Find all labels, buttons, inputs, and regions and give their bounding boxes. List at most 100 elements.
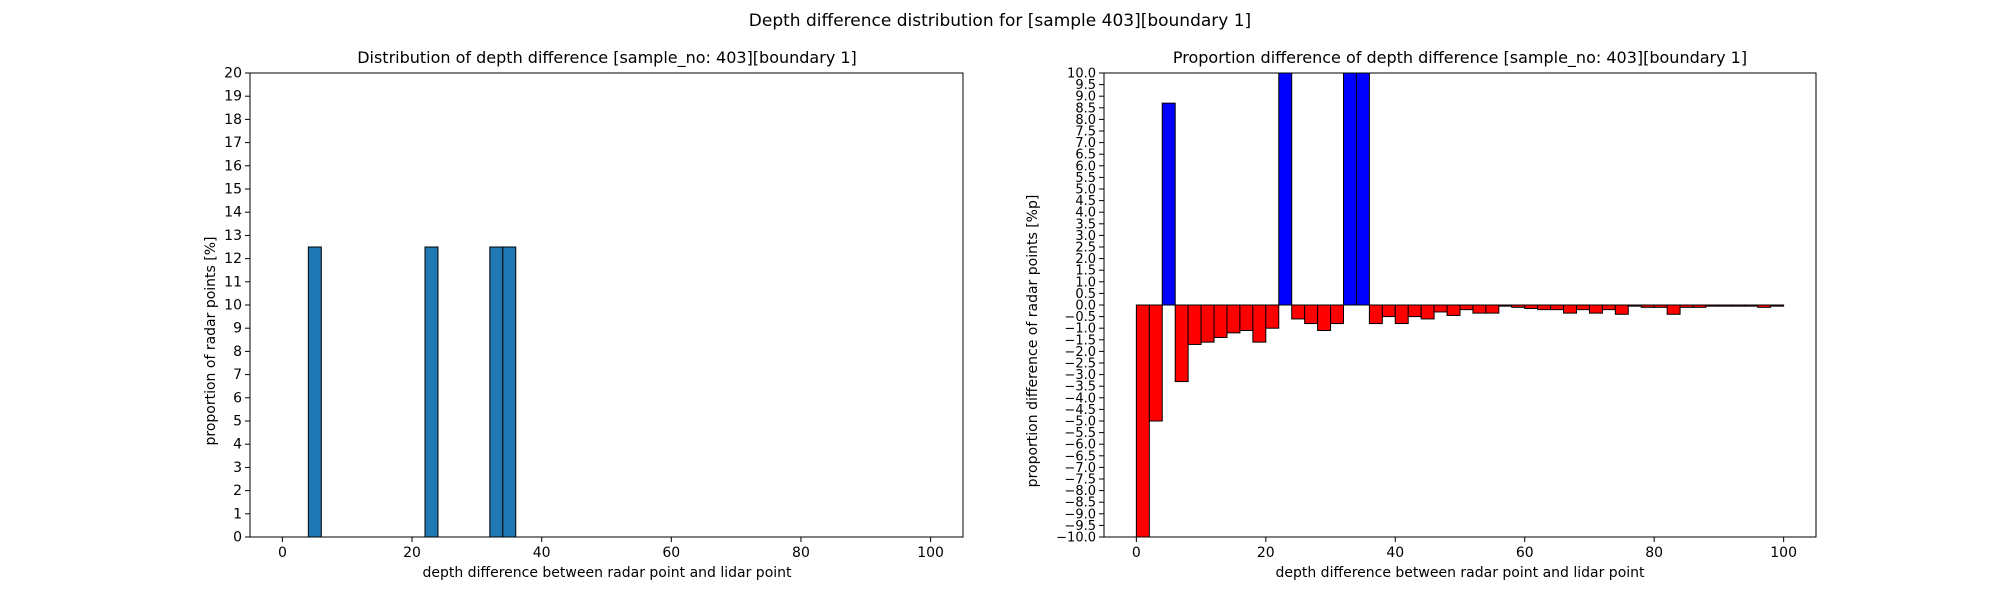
bar: [1252, 304, 1267, 343]
bar: [1381, 304, 1396, 318]
bar: [307, 246, 322, 537]
bar: [489, 246, 504, 537]
bar: [424, 246, 439, 537]
y-tick-label: −2.5: [1064, 357, 1096, 372]
bar: [1446, 304, 1461, 316]
bar: [1291, 304, 1306, 320]
y-tick-label: 8.5: [1075, 101, 1096, 116]
bar: [1368, 304, 1383, 325]
bar: [1576, 304, 1590, 311]
y-tick-label: 0: [233, 530, 242, 546]
y-tick-label: 2: [233, 483, 242, 499]
x-tick-label: 40: [533, 545, 551, 561]
bar: [1563, 304, 1578, 314]
y-tick-label: −3.5: [1064, 380, 1096, 395]
y-tick-label: 0.5: [1075, 287, 1096, 302]
y-tick-label: 4: [233, 437, 242, 453]
bar: [1407, 304, 1422, 318]
bar: [1459, 304, 1474, 311]
chart-distribution-axes: 0 20 40 60 80 1000123456789101112131415161718…: [224, 66, 964, 561]
x-tick-label: 100: [917, 545, 944, 561]
y-tick-label: 3.0: [1075, 229, 1096, 244]
y-tick-label: 9.5: [1075, 78, 1096, 93]
y-tick-label: −9.0: [1064, 507, 1096, 522]
y-tick-label: 5.5: [1075, 171, 1096, 186]
y-tick-label: 15: [224, 182, 242, 198]
x-tick-label: 0: [278, 545, 287, 561]
bar: [1200, 304, 1215, 343]
y-tick-label: −4.0: [1064, 391, 1096, 406]
x-tick-label: 80: [1645, 545, 1663, 561]
bar: [1640, 304, 1655, 308]
y-tick-label: 6.0: [1075, 159, 1096, 174]
y-tick-label: 4.0: [1075, 206, 1096, 221]
y-tick-label: −2.0: [1064, 345, 1096, 360]
y-tick-label: 3.5: [1075, 217, 1096, 232]
bar: [1537, 304, 1552, 311]
y-tick-label: 18: [224, 112, 242, 128]
y-tick-label: 1.5: [1075, 264, 1096, 279]
x-tick-label: 20: [403, 545, 421, 561]
x-tick-label: 60: [1516, 545, 1534, 561]
y-tick-label: 14: [224, 205, 242, 221]
bar: [1744, 304, 1759, 307]
bar: [1770, 304, 1785, 307]
y-tick-label: −6.5: [1064, 449, 1096, 464]
y-tick-label: −1.5: [1064, 333, 1096, 348]
y-tick-label: 7.0: [1075, 136, 1096, 151]
bar: [1472, 304, 1487, 314]
bar: [1342, 73, 1357, 306]
bar: [1265, 304, 1280, 329]
chart-proportion-difference-ylabel: proportion difference of radar points [%…: [1025, 195, 1041, 488]
y-tick-label: 6: [233, 390, 242, 406]
bar: [1135, 304, 1150, 537]
y-tick-label: −7.5: [1064, 473, 1096, 488]
y-tick-label: −3.0: [1064, 368, 1096, 383]
y-tick-label: 19: [224, 89, 242, 105]
bar: [1550, 304, 1565, 311]
y-tick-label: −0.5: [1064, 310, 1096, 325]
x-tick-label: 60: [662, 545, 680, 561]
y-tick-label: 13: [224, 228, 242, 244]
y-tick-label: 4.5: [1075, 194, 1096, 209]
x-tick-label: 20: [1257, 545, 1275, 561]
bar: [1239, 304, 1254, 332]
y-tick-label: 8.0: [1075, 113, 1096, 128]
chart-distribution-title: Distribution of depth difference [sample…: [357, 48, 857, 68]
y-tick-label: 10: [224, 298, 242, 314]
bar: [1304, 304, 1319, 325]
bar: [1666, 304, 1681, 315]
chart-proportion-difference-xlabel: depth difference between radar point and…: [1275, 565, 1645, 581]
bar: [1601, 304, 1616, 311]
y-tick-label: 3: [233, 460, 242, 476]
x-tick-label: 0: [1132, 545, 1141, 561]
bar: [1692, 304, 1707, 308]
bar: [1498, 304, 1513, 307]
bar: [1433, 304, 1448, 313]
bar: [1679, 304, 1694, 308]
y-tick-label: −4.5: [1064, 403, 1096, 418]
y-tick-label: 7.5: [1075, 125, 1096, 140]
y-tick-label: 2.0: [1075, 252, 1096, 267]
bar: [1614, 304, 1629, 315]
y-tick-label: 8: [233, 344, 242, 360]
y-tick-label: 12: [224, 251, 242, 267]
bar: [1226, 304, 1241, 334]
bar: [1627, 304, 1642, 307]
y-tick-label: −7.0: [1064, 461, 1096, 476]
bar: [1588, 304, 1603, 314]
chart-distribution: Distribution of depth difference [sample…: [203, 48, 964, 581]
bar: [1394, 304, 1409, 325]
y-tick-label: 10.0: [1067, 67, 1096, 82]
chart-distribution-bars: [307, 246, 517, 537]
chart-proportion-difference: Proportion difference of depth differenc…: [1025, 48, 1817, 581]
bar: [1187, 304, 1202, 345]
bar: [1653, 304, 1668, 308]
y-tick-label: 16: [224, 158, 242, 174]
bar: [1278, 73, 1293, 306]
y-tick-label: 11: [224, 274, 242, 290]
y-tick-label: −10.0: [1056, 531, 1096, 546]
y-tick-label: −6.0: [1064, 438, 1096, 453]
y-tick-label: −8.5: [1064, 496, 1096, 511]
